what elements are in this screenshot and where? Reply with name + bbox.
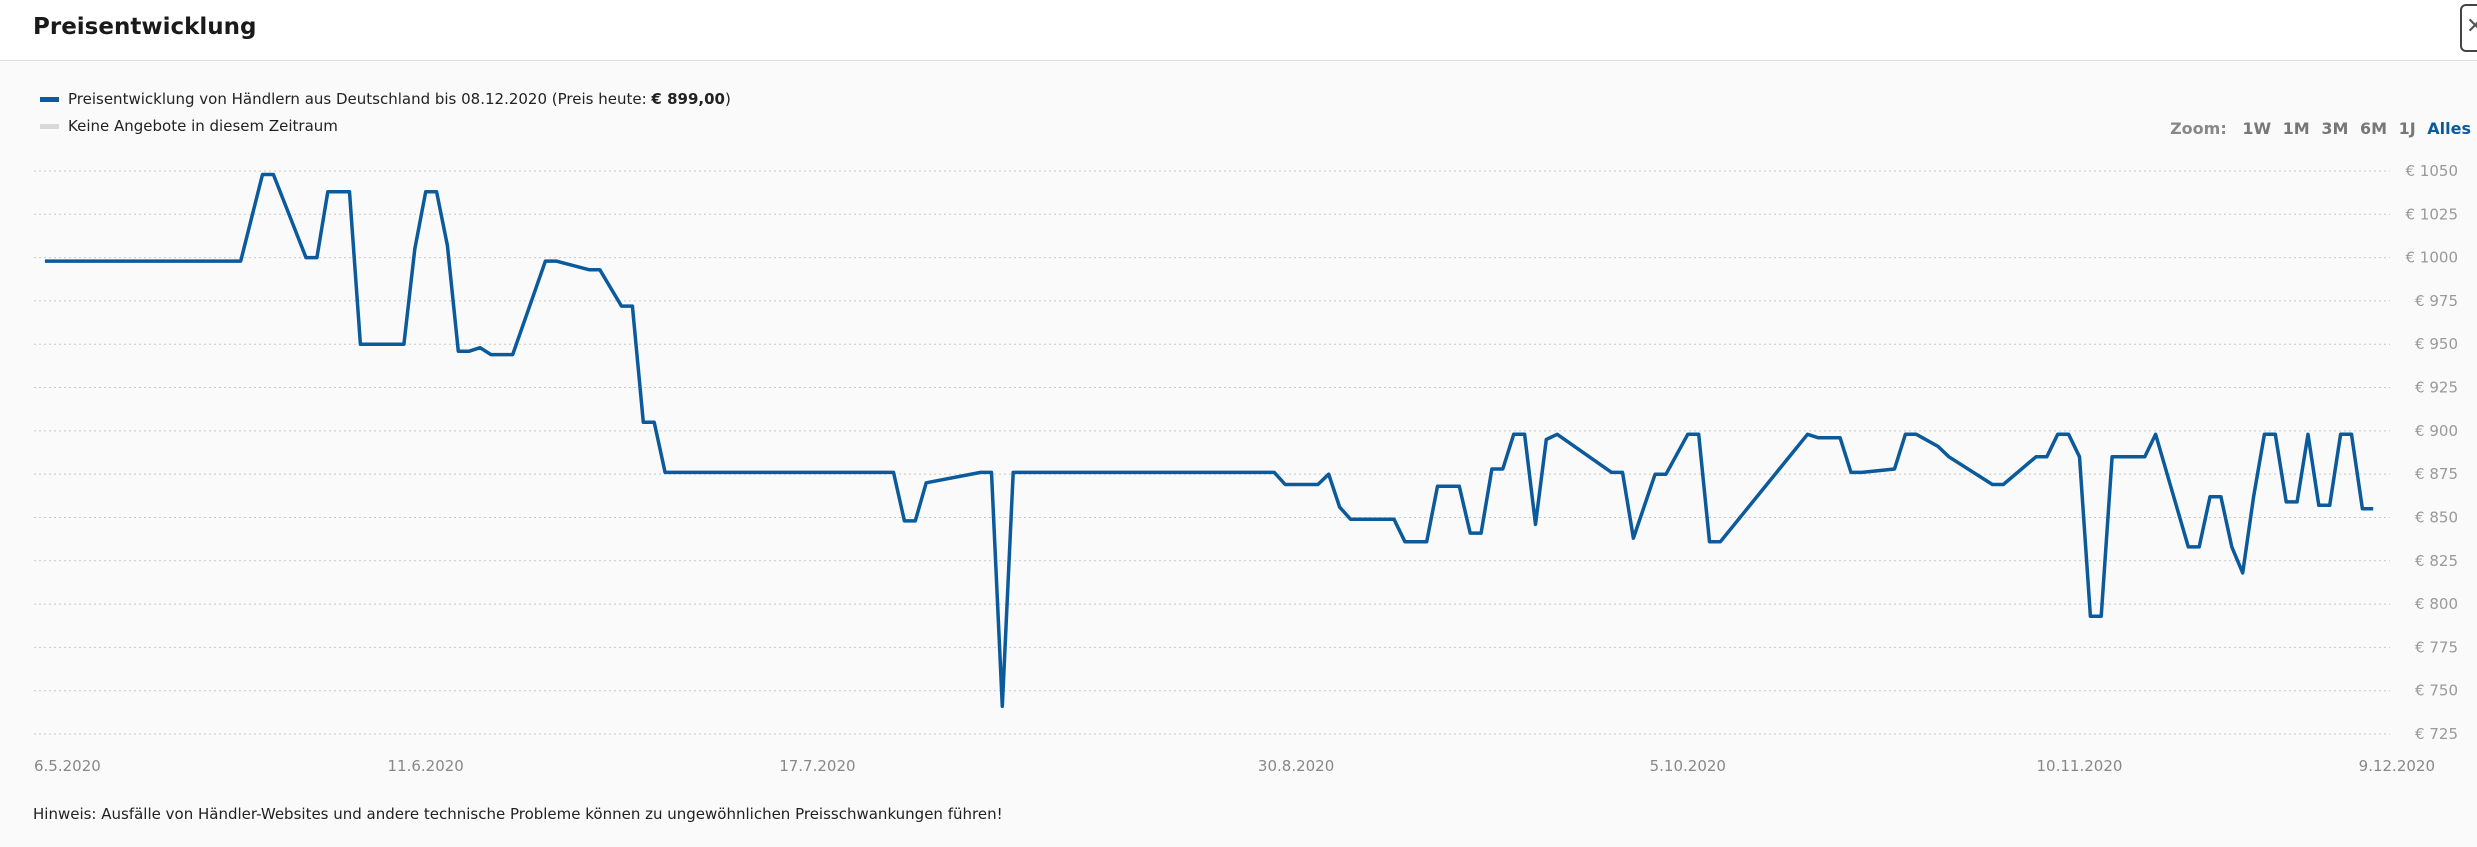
y-tick-label: € 975 — [2415, 292, 2458, 310]
legend-swatch-price — [40, 97, 59, 102]
x-tick-label: 5.10.2020 — [1650, 757, 1726, 775]
y-tick-label: € 775 — [2415, 638, 2458, 656]
y-tick-label: € 1050 — [2406, 162, 2459, 180]
legend-swatch-no-offers — [40, 124, 59, 129]
close-icon: ✕ — [2466, 14, 2477, 39]
legend-item-no-offers[interactable]: Keine Angebote in diesem Zeitraum — [40, 115, 731, 142]
legend-text-no-offers: Keine Angebote in diesem Zeitraum — [68, 117, 338, 135]
y-tick-label: € 1025 — [2406, 205, 2459, 223]
legend-text-price-suffix: ) — [724, 90, 731, 108]
x-tick-label: 6.5.2020 — [34, 757, 101, 775]
y-tick-label: € 900 — [2415, 422, 2458, 440]
y-tick-label: € 950 — [2415, 335, 2458, 353]
zoom-alles-button[interactable]: Alles — [2427, 119, 2471, 138]
x-tick-label: 10.11.2020 — [2037, 757, 2123, 775]
chart-legend: Preisentwicklung von Händlern aus Deutsc… — [40, 88, 731, 142]
y-tick-label: € 1000 — [2406, 249, 2459, 267]
zoom-6m-button[interactable]: 6M — [2359, 119, 2388, 138]
y-tick-label: € 925 — [2415, 379, 2458, 397]
y-tick-label: € 850 — [2415, 508, 2458, 526]
zoom-1m-button[interactable]: 1M — [2282, 119, 2310, 138]
dialog-header: Preisentwicklung ✕ — [0, 0, 2477, 61]
hint-note: Hinweis: Ausfälle von Händler-Websites u… — [33, 805, 1003, 823]
x-tick-label: 17.7.2020 — [779, 757, 855, 775]
legend-price-today: € 899,00 — [651, 90, 725, 108]
legend-text-price: Preisentwicklung von Händlern aus Deutsc… — [68, 90, 652, 108]
y-tick-label: € 875 — [2415, 465, 2458, 483]
x-tick-label: 9.12.2020 — [2359, 757, 2435, 775]
y-tick-label: € 800 — [2415, 595, 2458, 613]
y-tick-label: € 725 — [2415, 725, 2458, 743]
zoom-controls: Zoom: 1W 1M 3M 6M 1J Alles — [2170, 119, 2471, 138]
zoom-1w-button[interactable]: 1W — [2242, 119, 2272, 138]
zoom-1j-button[interactable]: 1J — [2398, 119, 2416, 138]
zoom-3m-button[interactable]: 3M — [2321, 119, 2349, 138]
y-tick-label: € 825 — [2415, 552, 2458, 570]
close-button[interactable]: ✕ — [2460, 4, 2477, 52]
zoom-label: Zoom: — [2170, 119, 2227, 138]
x-tick-label: 11.6.2020 — [388, 757, 464, 775]
page-title: Preisentwicklung — [33, 14, 257, 40]
x-tick-label: 30.8.2020 — [1258, 757, 1334, 775]
price-line — [44, 172, 2374, 709]
y-tick-label: € 750 — [2415, 682, 2458, 700]
legend-item-price[interactable]: Preisentwicklung von Händlern aus Deutsc… — [40, 88, 731, 115]
